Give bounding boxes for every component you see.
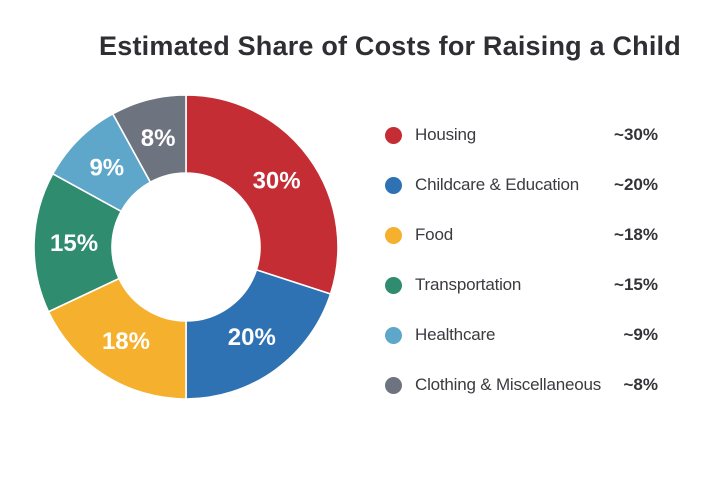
donut-slice-childcare-education xyxy=(185,269,332,400)
legend-color-dot xyxy=(385,176,402,194)
legend-color-dot xyxy=(385,226,402,244)
legend-item: Food ~18% xyxy=(385,210,658,260)
legend-color-dot xyxy=(385,276,402,294)
chart-title: Estimated Share of Costs for Raising a C… xyxy=(99,31,681,61)
legend-label: Clothing & Miscellaneous xyxy=(415,375,602,394)
donut-slice-clothing-miscellaneous xyxy=(111,94,187,183)
legend-label: Childcare & Education xyxy=(415,175,580,194)
slice-label: 15% xyxy=(50,230,98,257)
donut-slice-housing xyxy=(185,94,339,295)
legend-value: ~9% xyxy=(623,325,659,344)
slice-label: 9% xyxy=(89,154,124,181)
donut-slice-food xyxy=(47,277,187,400)
legend-item: Healthcare ~9% xyxy=(385,310,658,360)
legend-item: Clothing & Miscellaneous ~8% xyxy=(385,360,658,410)
legend-value: ~8% xyxy=(623,375,659,394)
legend-color-dot xyxy=(385,326,402,344)
legend-value: ~18% xyxy=(614,225,658,244)
legend-value: ~20% xyxy=(614,175,658,194)
legend: Housing ~30% Childcare & Education ~20% … xyxy=(385,110,658,410)
donut-chart: 30% 20% 18% 15% 9% 8% xyxy=(33,94,339,400)
legend-color-dot xyxy=(385,126,402,144)
legend-color-dot xyxy=(385,376,402,394)
slice-label: 20% xyxy=(228,324,276,351)
legend-item: Housing ~30% xyxy=(385,110,658,160)
slice-label: 30% xyxy=(253,168,301,195)
legend-value: ~15% xyxy=(614,275,658,294)
legend-value: ~30% xyxy=(614,125,658,144)
legend-label: Transportation xyxy=(415,275,522,294)
legend-item: Childcare & Education ~20% xyxy=(385,160,658,210)
legend-label: Housing xyxy=(415,125,476,144)
legend-item: Transportation ~15% xyxy=(385,260,658,310)
legend-label: Food xyxy=(415,225,453,244)
slice-label: 8% xyxy=(141,125,176,152)
slice-label: 18% xyxy=(102,328,150,355)
legend-label: Healthcare xyxy=(415,325,496,344)
